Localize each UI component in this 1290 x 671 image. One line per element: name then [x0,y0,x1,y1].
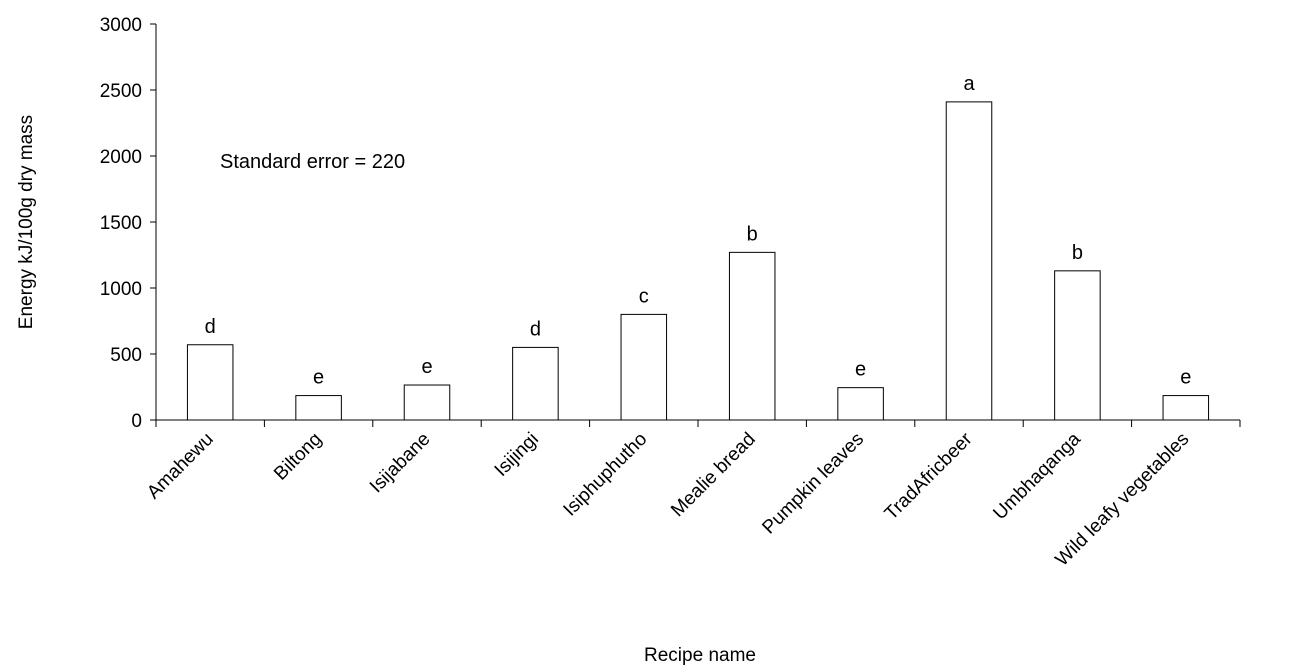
y-tick-label: 500 [110,345,142,366]
bar-biltong [295,395,342,421]
significance-labels: d e e d c b e a b e [205,73,1192,389]
bar-wild-leafy-vegetables [1162,395,1210,421]
x-tick-label-isiphuphutho: Isiphuphutho [560,429,652,521]
x-tick-label-amahewu: Amahewu [143,429,218,504]
y-tick-label: 1500 [100,213,142,234]
significance-letter-isiphuphutho: c [639,285,649,307]
bar-amahewu [186,344,234,421]
y-axis-title: Energy kJ/100g dry mass [16,115,37,329]
x-tick-label-isijingi: Isijingi [491,429,543,481]
x-tick-label-pumpkin-leaves: Pumpkin leaves [758,429,868,539]
bar-isijabane [403,384,451,421]
bar-pumpkin-leaves [837,387,884,421]
significance-letter-pumpkin-leaves: e [855,359,866,381]
y-tick-label: 2000 [100,147,142,168]
y-tick-label: 3000 [100,15,142,36]
bar-isiphuphutho [620,313,668,421]
standard-error-note: Standard error = 220 [220,151,405,173]
significance-letter-biltong: e [313,367,324,389]
x-tick-label-isijabane: Isijabane [366,429,435,498]
significance-letter-isijingi: d [530,318,541,340]
significance-letter-amahewu: d [205,316,216,338]
significance-letter-umbhaqanga: b [1072,242,1083,264]
x-axis: Amahewu Biltong Isijabane Isijingi Isiphuphu… [143,419,1241,570]
x-tick-label-umbhaqanga: Umbhaqanga [989,428,1085,524]
significance-letter-mealie-bread: b [747,223,758,245]
x-axis-title: Recipe name [644,645,756,666]
bar-tradafricbeer [945,101,993,421]
y-tick-label: 1000 [100,279,142,300]
x-tick-label-tradafricbeer: TradAfricbeer [881,428,977,524]
bar-umbhaqanga [1054,270,1101,421]
y-axis: 0 500 1000 1500 2000 2500 3000 [100,15,157,432]
significance-letter-isijabane: e [421,356,432,378]
significance-letter-tradafricbeer: a [963,73,975,95]
bars [186,101,1210,421]
bar-mealie-bread [728,251,776,421]
x-tick-label-biltong: Biltong [270,429,326,485]
y-tick-label: 2500 [100,81,142,102]
x-tick-label-mealie-bread: Mealie bread [667,429,760,522]
y-tick-label: 0 [131,411,142,432]
significance-letter-wild-leafy-vegetables: e [1180,367,1191,389]
bar-isijingi [512,346,559,421]
